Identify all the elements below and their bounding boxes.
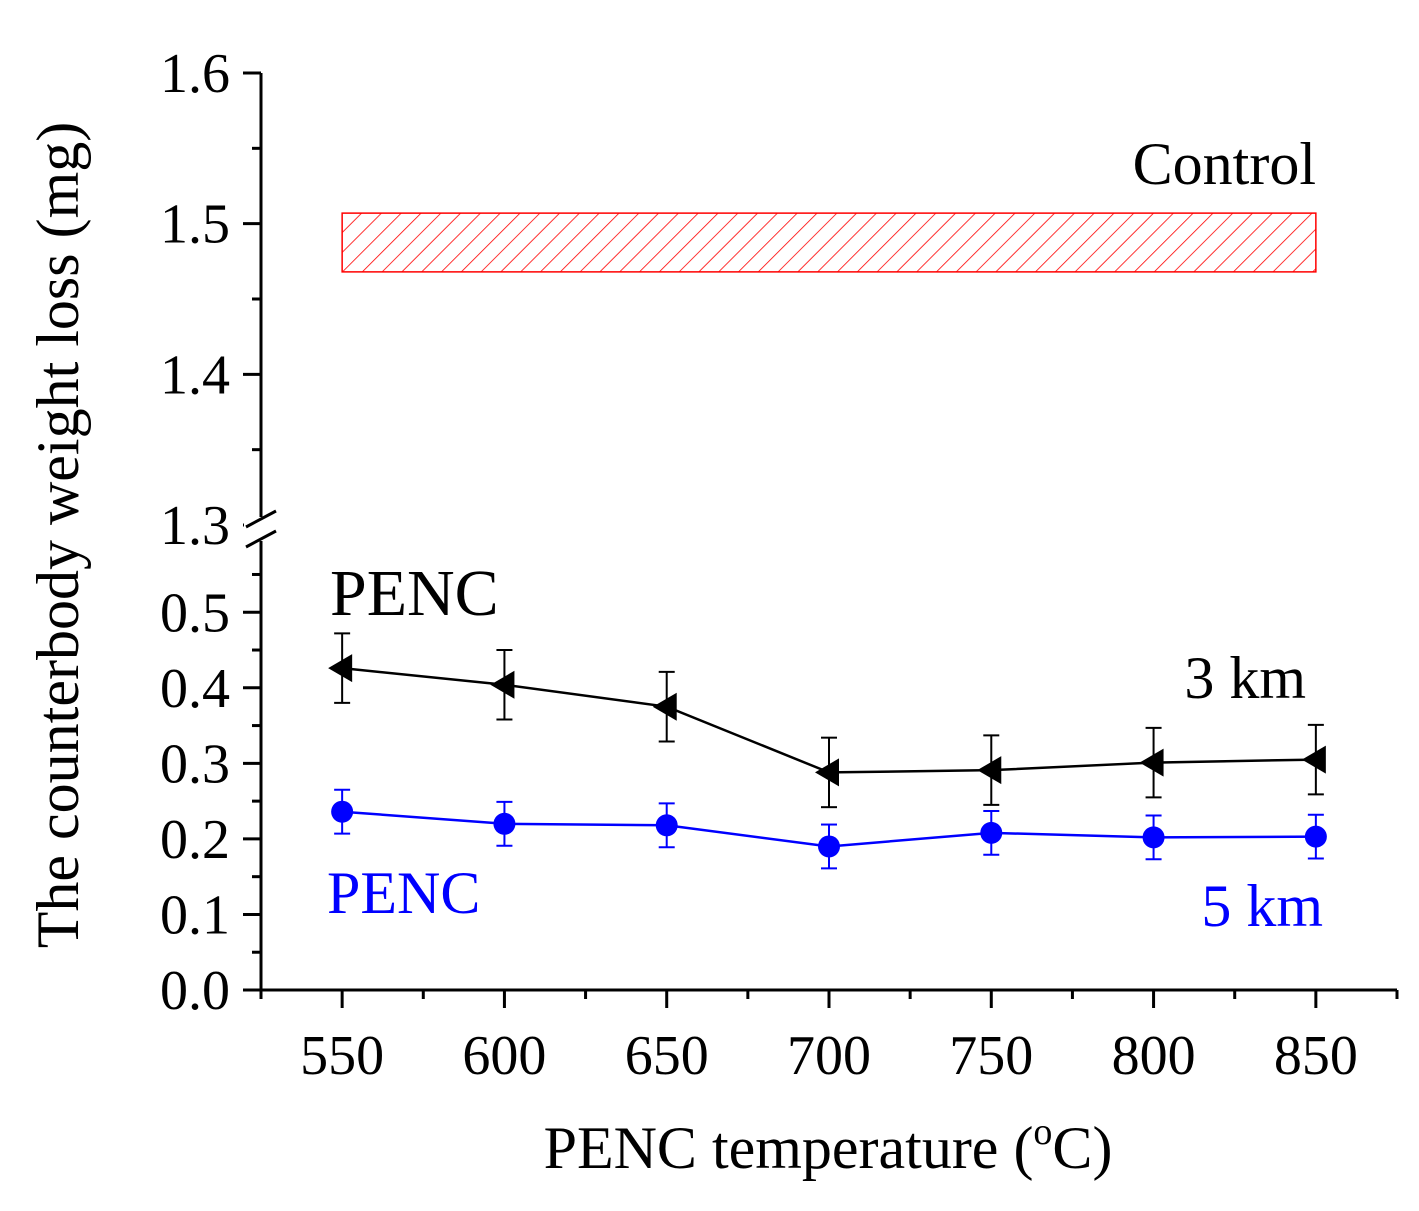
y-tick-label: 1.6 [160,43,230,105]
data-point [815,758,839,787]
y-tick-label: 0.2 [160,809,230,871]
series-5km [331,788,1327,870]
axis-break-mark [244,509,278,549]
data-point [331,800,354,823]
data-point [655,814,678,837]
data-point [980,821,1003,844]
x-tick-label: 700 [787,1025,871,1087]
y-tick-label: 0.1 [160,884,230,946]
data-point [493,812,516,835]
x-tick-label: 850 [1274,1025,1358,1087]
y-tick-label: 0.3 [160,733,230,795]
x-tick-label: 750 [949,1025,1033,1087]
data-point [1301,745,1326,774]
series-layer [328,632,1327,870]
y-tick-label: 0.0 [160,960,230,1022]
data-point [1304,825,1327,848]
control-label: Control [1133,131,1316,197]
y-axis-title: The counterbody weight loss (mg) [25,122,91,949]
data-point [652,692,677,721]
y-tick-label: 1.5 [160,194,230,256]
penc-5km-label: PENC [327,860,480,926]
y-tick-label: 1.3 [160,495,230,557]
data-point [328,654,353,683]
penc-3km-label: PENC [330,557,499,630]
data-point [490,670,515,699]
series-3km [328,632,1326,809]
y-tick-label: 1.4 [160,344,230,406]
data-point [1142,826,1165,849]
km3-label: 3 km [1184,645,1306,711]
control-band [341,212,1317,273]
data-point [1139,748,1164,777]
data-point [818,835,840,858]
x-tick-label: 600 [462,1025,546,1087]
y-tick-label: 0.4 [160,658,230,720]
x-axis-title: PENC temperature (oC) [544,1111,1113,1181]
km5-label: 5 km [1201,873,1323,939]
axes: 0.0 0.1 0.2 0.3 0.4 0.5 1.3 1.4 1.5 1.6 550 600 650 7… [160,43,1399,1087]
x-tick-label: 800 [1112,1025,1196,1087]
y-tick-label: 0.5 [160,582,230,644]
data-point [977,756,1002,785]
x-tick-label: 650 [625,1025,709,1087]
x-tick-label: 550 [300,1025,384,1087]
